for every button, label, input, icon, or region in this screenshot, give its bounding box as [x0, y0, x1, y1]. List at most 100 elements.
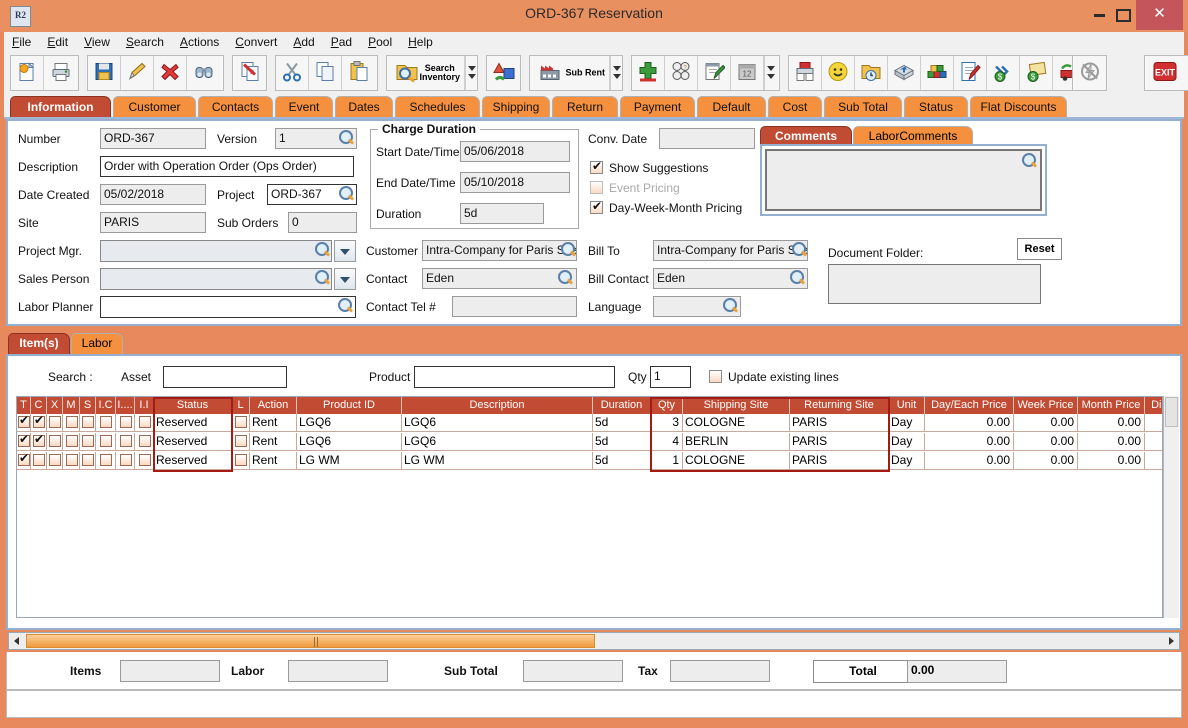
comments-box[interactable] [760, 144, 1047, 216]
tab-cost[interactable]: Cost [768, 96, 822, 117]
tab-status[interactable]: Status [904, 96, 968, 117]
grid-checkbox-ii[interactable] [138, 435, 151, 447]
warehouse-button[interactable] [921, 56, 954, 90]
grid-vertical-scrollbar[interactable] [1163, 396, 1179, 618]
tab-dates[interactable]: Dates [335, 96, 393, 117]
project-field[interactable]: ORD-367 [267, 184, 357, 205]
grid-cell-month_price[interactable]: 0.00 [1078, 452, 1145, 469]
grid-cell-discount[interactable]: 0.00 [1145, 452, 1162, 469]
power-button[interactable] [1073, 56, 1106, 90]
print-forms-button[interactable] [789, 56, 822, 90]
table-row[interactable]: ReservedRentLGQ6LGQ65d3COLOGNEPARISDay0.… [17, 414, 1162, 432]
customer-search-icon[interactable] [559, 241, 577, 259]
bill-contact-search-icon[interactable] [788, 269, 806, 287]
grid-cell-status[interactable]: Reserved [154, 452, 232, 469]
tab-flat-discounts[interactable]: Flat Discounts [970, 96, 1067, 117]
grid-cell-discount[interactable]: 0.00 [1145, 414, 1162, 431]
calendar-button[interactable]: 12 [731, 56, 764, 90]
money-forward-button[interactable]: $ [987, 56, 1020, 90]
grid-header-week_price[interactable]: Week Price [1014, 397, 1078, 414]
grid-header-m[interactable]: M [63, 397, 80, 414]
add-line-button[interactable] [632, 56, 665, 90]
grid-cell-l[interactable] [232, 433, 250, 450]
save-button[interactable] [88, 56, 121, 90]
menu-item-search[interactable]: Search [125, 35, 164, 49]
duplicate-button[interactable] [233, 56, 266, 90]
end-date-field[interactable]: 05/10/2018 [460, 172, 570, 193]
grid-cell-week_price[interactable]: 0.00 [1014, 414, 1078, 431]
grid-cell-t[interactable] [17, 414, 31, 431]
grid-cell-status[interactable]: Reserved [154, 433, 232, 450]
grid-checkbox-m[interactable] [65, 454, 78, 466]
sub-orders-field[interactable]: 0 [288, 212, 357, 233]
bill-to-field[interactable]: Intra-Company for Paris Site [653, 240, 808, 261]
grid-checkbox-ii[interactable] [138, 416, 151, 428]
asset-input[interactable] [163, 366, 287, 388]
scroll-right-arrow[interactable] [1164, 634, 1178, 648]
invoice-button[interactable]: $ [1020, 56, 1053, 90]
grid-checkbox-s[interactable] [82, 435, 94, 447]
grid-checkbox-x[interactable] [49, 435, 61, 447]
menu-item-actions[interactable]: Actions [179, 35, 220, 49]
grid-cell-ii[interactable] [135, 414, 154, 431]
grid-checkbox-c[interactable] [33, 454, 45, 466]
project-mgr-dropdown[interactable] [334, 240, 356, 262]
copy-button[interactable] [309, 56, 342, 90]
grid-cell-l[interactable] [232, 452, 250, 469]
menu-item-pool[interactable]: Pool [368, 35, 393, 49]
comments-search-icon[interactable] [1020, 152, 1038, 170]
grid-header-day_price[interactable]: Day/Each Price [925, 397, 1014, 414]
contact-tel-field[interactable] [452, 296, 577, 317]
grid-checkbox-ic[interactable] [100, 435, 112, 447]
sub-rent-button[interactable]: Sub Rent [530, 56, 610, 90]
grid-checkbox-t[interactable] [18, 452, 30, 466]
labor-planner-field[interactable] [100, 296, 356, 318]
grid-cell-i1[interactable] [116, 433, 135, 450]
grid-cell-x[interactable] [47, 452, 63, 469]
grid-cell-unit[interactable]: Day [889, 414, 925, 431]
print-button[interactable] [44, 56, 77, 90]
document-folder-field[interactable] [828, 264, 1041, 304]
menu-item-view[interactable]: View [84, 35, 110, 49]
language-search-icon[interactable] [721, 297, 739, 315]
grid-checkbox-x[interactable] [49, 416, 61, 428]
contact-field[interactable]: Eden [422, 268, 577, 289]
description-field[interactable]: Order with Operation Order (Ops Order) [100, 156, 354, 177]
paste-button[interactable] [342, 56, 375, 90]
menu-item-help[interactable]: Help [408, 35, 433, 49]
shapes-button[interactable] [487, 56, 520, 90]
grid-cell-product_id[interactable]: LGQ6 [297, 433, 402, 450]
grid-cell-qty[interactable]: 4 [651, 433, 683, 450]
item-tab-item-s-[interactable]: Item(s) [8, 333, 70, 354]
grid-cell-unit[interactable]: Day [889, 433, 925, 450]
date-created-field[interactable]: 05/02/2018 [100, 184, 206, 205]
contact-search-icon[interactable] [556, 269, 574, 287]
menu-item-edit[interactable]: Edit [47, 35, 69, 49]
grid-cell-month_price[interactable]: 0.00 [1078, 433, 1145, 450]
grid-cell-shipping_site[interactable]: BERLIN [683, 433, 790, 450]
smiley-button[interactable] [822, 56, 855, 90]
folder-clock-button[interactable] [855, 56, 888, 90]
find-button[interactable] [187, 56, 220, 90]
tab-contacts[interactable]: Contacts [198, 96, 273, 117]
grid-header-s[interactable]: S [80, 397, 96, 414]
grid-checkbox-x[interactable] [49, 454, 61, 466]
menu-item-convert[interactable]: Convert [235, 35, 278, 49]
grid-cell-duration[interactable]: 5d [593, 452, 651, 469]
grid-cell-ii[interactable] [135, 433, 154, 450]
update-existing-lines-checkbox[interactable] [709, 370, 722, 383]
grid-checkbox-c[interactable] [33, 414, 45, 428]
comments-tab-laborcomments[interactable]: LaborComments [853, 126, 973, 145]
grid-cell-duration[interactable]: 5d [593, 414, 651, 431]
dwm-pricing-checkbox[interactable] [590, 199, 603, 214]
tab-sub-total[interactable]: Sub Total [824, 96, 902, 117]
grid-checkbox-i1[interactable] [119, 435, 132, 447]
grid-checkbox-ii[interactable] [138, 454, 151, 466]
version-search-icon[interactable] [337, 129, 355, 147]
labor-planner-search-icon[interactable] [336, 297, 354, 315]
number-field[interactable]: ORD-367 [100, 128, 206, 149]
crew-button[interactable]: ? [665, 56, 698, 90]
grid-cell-x[interactable] [47, 414, 63, 431]
grid-cell-returning_site[interactable]: PARIS [790, 414, 889, 431]
grid-cell-product_id[interactable]: LGQ6 [297, 414, 402, 431]
